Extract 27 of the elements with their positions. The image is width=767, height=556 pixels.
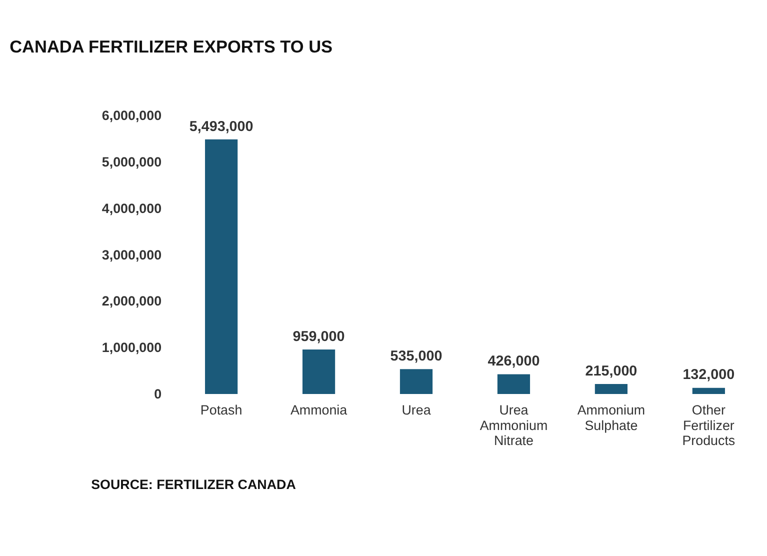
bar bbox=[497, 374, 530, 394]
y-tick-label: 1,000,000 bbox=[102, 340, 162, 355]
y-tick-label: 5,000,000 bbox=[102, 154, 162, 170]
data-label: 132,000 bbox=[682, 367, 735, 384]
data-label: 215,000 bbox=[585, 363, 638, 380]
bar bbox=[302, 350, 336, 394]
y-tick-label: 2,000,000 bbox=[102, 294, 162, 309]
source-note: SOURCE: FERTILIZER CANADA bbox=[91, 476, 296, 492]
x-tick-label: Ammonia bbox=[290, 402, 348, 418]
bar bbox=[205, 139, 238, 394]
y-tick-label: 3,000,000 bbox=[102, 247, 162, 262]
y-tick-label: 6,000,000 bbox=[102, 108, 162, 124]
bar bbox=[692, 388, 725, 394]
x-tick-label: Urea Ammonium Nitrate bbox=[480, 402, 548, 448]
y-tick-label: 4,000,000 bbox=[102, 200, 162, 216]
data-label: 959,000 bbox=[292, 328, 345, 345]
y-tick-label: 0 bbox=[154, 386, 162, 402]
x-tick-label: Potash bbox=[200, 402, 242, 418]
chart-title: CANADA FERTILIZER EXPORTS TO US bbox=[10, 36, 333, 57]
x-tick-label: Ammonium Sulphate bbox=[577, 402, 646, 433]
data-label: 426,000 bbox=[488, 354, 540, 370]
x-tick-label: Other Fertilizer Products bbox=[682, 402, 736, 448]
bar bbox=[594, 384, 628, 394]
x-tick-label: Urea bbox=[402, 402, 432, 418]
data-label: 535,000 bbox=[390, 348, 442, 365]
bar bbox=[400, 369, 433, 394]
data-label: 5,493,000 bbox=[189, 118, 254, 135]
